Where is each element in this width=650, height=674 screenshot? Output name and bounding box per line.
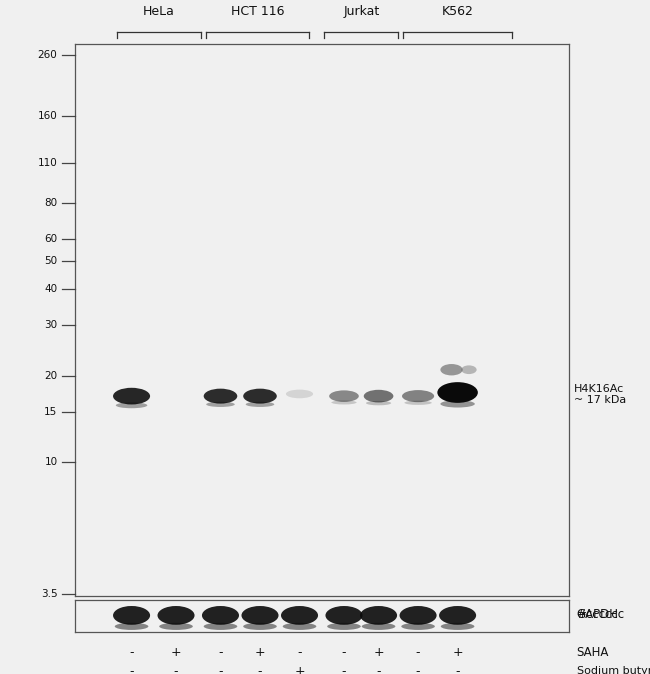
Text: 50: 50 — [44, 256, 57, 266]
Text: 3.5: 3.5 — [41, 588, 57, 599]
Text: 60: 60 — [44, 234, 57, 243]
Ellipse shape — [329, 390, 359, 402]
Ellipse shape — [116, 402, 148, 408]
Text: 15: 15 — [44, 407, 57, 417]
Text: -: - — [218, 665, 223, 674]
Text: +: + — [452, 646, 463, 659]
Text: -: - — [416, 665, 421, 674]
Text: -: - — [416, 646, 421, 659]
Ellipse shape — [441, 364, 463, 375]
Text: Sodium butyrate: Sodium butyrate — [577, 667, 650, 674]
Ellipse shape — [327, 623, 361, 630]
Ellipse shape — [203, 623, 237, 630]
Text: -: - — [218, 646, 223, 659]
Text: SAHA: SAHA — [577, 646, 609, 659]
Text: -: - — [129, 665, 134, 674]
Ellipse shape — [281, 606, 318, 625]
Ellipse shape — [364, 390, 393, 402]
Ellipse shape — [400, 606, 437, 625]
Text: -: - — [297, 646, 302, 659]
Ellipse shape — [159, 623, 193, 630]
Text: -: - — [342, 665, 346, 674]
Ellipse shape — [113, 388, 150, 404]
Text: K562: K562 — [441, 5, 474, 18]
Ellipse shape — [206, 402, 235, 407]
Text: GAPDH: GAPDH — [577, 608, 619, 621]
Ellipse shape — [441, 400, 474, 408]
Ellipse shape — [326, 606, 363, 625]
Ellipse shape — [439, 606, 476, 625]
Text: -: - — [174, 665, 178, 674]
Text: #cccccc: #cccccc — [577, 608, 625, 621]
Text: -: - — [376, 665, 381, 674]
Text: 30: 30 — [44, 320, 57, 330]
Ellipse shape — [203, 389, 237, 404]
Text: -: - — [456, 665, 460, 674]
Ellipse shape — [437, 382, 478, 403]
Ellipse shape — [362, 623, 395, 630]
Ellipse shape — [243, 389, 277, 404]
Ellipse shape — [157, 606, 194, 625]
Text: Jurkat: Jurkat — [343, 5, 380, 18]
Ellipse shape — [243, 623, 277, 630]
Ellipse shape — [402, 390, 434, 402]
Ellipse shape — [202, 606, 239, 625]
Ellipse shape — [441, 623, 474, 630]
Text: +: + — [373, 646, 384, 659]
Text: 10: 10 — [44, 458, 57, 468]
Ellipse shape — [242, 606, 278, 625]
Text: 80: 80 — [44, 197, 57, 208]
Ellipse shape — [286, 390, 313, 398]
Text: +: + — [294, 665, 305, 674]
Text: H4K16Ac
~ 17 kDa: H4K16Ac ~ 17 kDa — [574, 384, 626, 406]
Text: 40: 40 — [44, 284, 57, 295]
Text: 110: 110 — [38, 158, 57, 168]
Ellipse shape — [366, 401, 391, 405]
Ellipse shape — [246, 402, 274, 407]
Ellipse shape — [283, 623, 317, 630]
Ellipse shape — [404, 400, 432, 405]
Ellipse shape — [462, 365, 476, 374]
Text: -: - — [342, 646, 346, 659]
Ellipse shape — [115, 623, 148, 630]
Ellipse shape — [113, 606, 150, 625]
Text: HCT 116: HCT 116 — [231, 5, 284, 18]
Text: 20: 20 — [44, 371, 57, 381]
Text: +: + — [171, 646, 181, 659]
Text: -: - — [129, 646, 134, 659]
Text: HeLa: HeLa — [143, 5, 175, 18]
Text: 160: 160 — [38, 111, 57, 121]
Text: 260: 260 — [38, 51, 57, 60]
Text: +: + — [255, 646, 265, 659]
Ellipse shape — [332, 400, 357, 404]
Ellipse shape — [401, 623, 435, 630]
Text: -: - — [258, 665, 262, 674]
Ellipse shape — [360, 606, 397, 625]
